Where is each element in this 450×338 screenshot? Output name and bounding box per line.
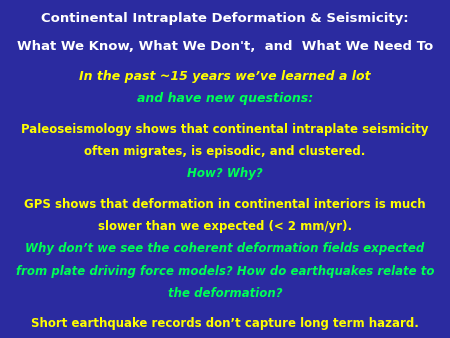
Text: the deformation?: the deformation? xyxy=(168,287,282,300)
Text: Short earthquake records don’t capture long term hazard.: Short earthquake records don’t capture l… xyxy=(31,317,419,330)
Text: Paleoseismology shows that continental intraplate seismicity: Paleoseismology shows that continental i… xyxy=(21,123,429,136)
Text: from plate driving force models? How do earthquakes relate to: from plate driving force models? How do … xyxy=(16,265,434,277)
Text: In the past ~15 years we’ve learned a lot: In the past ~15 years we’ve learned a lo… xyxy=(79,70,371,83)
Text: Why don’t we see the coherent deformation fields expected: Why don’t we see the coherent deformatio… xyxy=(25,242,425,255)
Text: GPS shows that deformation in continental interiors is much: GPS shows that deformation in continenta… xyxy=(24,198,426,211)
Text: often migrates, is episodic, and clustered.: often migrates, is episodic, and cluster… xyxy=(84,145,366,158)
Text: and have new questions:: and have new questions: xyxy=(137,92,313,105)
Text: How? Why?: How? Why? xyxy=(187,167,263,180)
Text: What We Know, What We Don't,  and  What We Need To: What We Know, What We Don't, and What We… xyxy=(17,40,433,52)
Text: Continental Intraplate Deformation & Seismicity:: Continental Intraplate Deformation & Sei… xyxy=(41,12,409,25)
Text: slower than we expected (< 2 mm/yr).: slower than we expected (< 2 mm/yr). xyxy=(98,220,352,233)
